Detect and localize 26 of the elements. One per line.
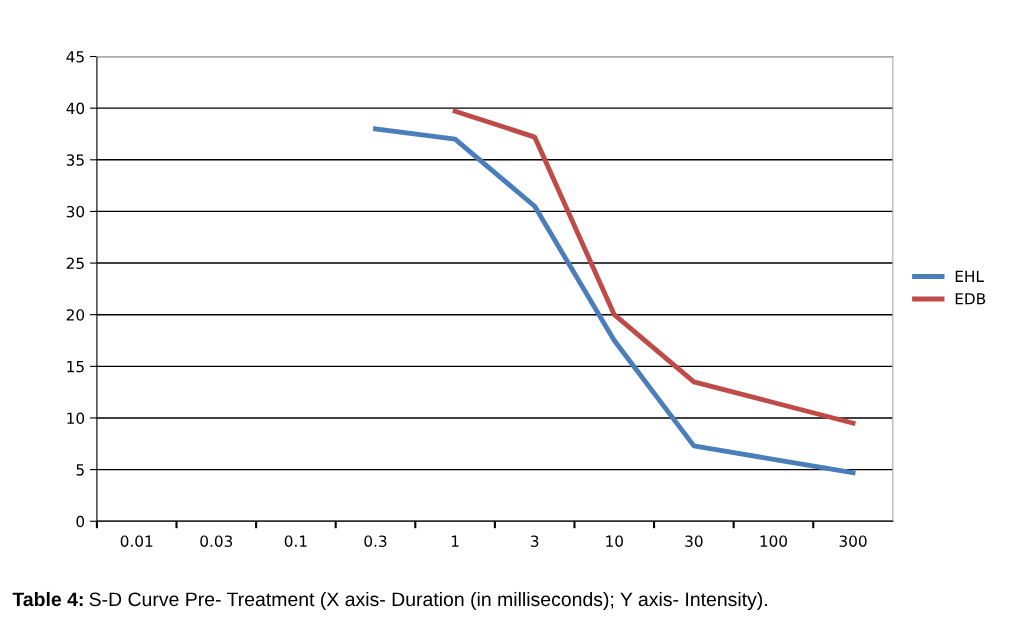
x-tick-label: 100 bbox=[760, 535, 788, 547]
x-tick-label: 1 bbox=[451, 535, 459, 547]
y-tick-label: 5 bbox=[76, 464, 84, 476]
legend-label: EHL bbox=[955, 270, 984, 282]
y-tick-label: 45 bbox=[66, 51, 84, 63]
x-tick-label: 0.03 bbox=[200, 535, 233, 547]
y-tick-label: 20 bbox=[66, 309, 85, 321]
y-tick-label: 35 bbox=[66, 154, 84, 166]
y-tick-label: 15 bbox=[67, 361, 84, 373]
x-tick-label: 10 bbox=[606, 535, 623, 547]
x-tick-label: 30 bbox=[685, 535, 703, 547]
y-tick-label: 40 bbox=[66, 102, 85, 115]
x-tick-label: 0.3 bbox=[364, 535, 387, 547]
y-tick-label: 10 bbox=[67, 412, 85, 424]
caption: Table 4: bbox=[12, 591, 83, 607]
y-tick-label: 0 bbox=[76, 515, 85, 528]
line-series bbox=[373, 126, 856, 476]
legend-label: EDB bbox=[955, 293, 986, 305]
x-tick-label: 0.01 bbox=[120, 535, 153, 547]
line-series bbox=[452, 108, 856, 426]
y-tick-label: 30 bbox=[66, 205, 85, 218]
y-tick-label: 25 bbox=[66, 257, 84, 270]
x-tick-label: 300 bbox=[839, 535, 867, 547]
text: S-D Curve Pre- Treatment (X axis- Duration (in milliseconds); Y axis- Intensity). bbox=[89, 591, 767, 611]
x-tick-label: 3 bbox=[530, 535, 539, 547]
x-tick-label: 0.1 bbox=[284, 535, 307, 547]
